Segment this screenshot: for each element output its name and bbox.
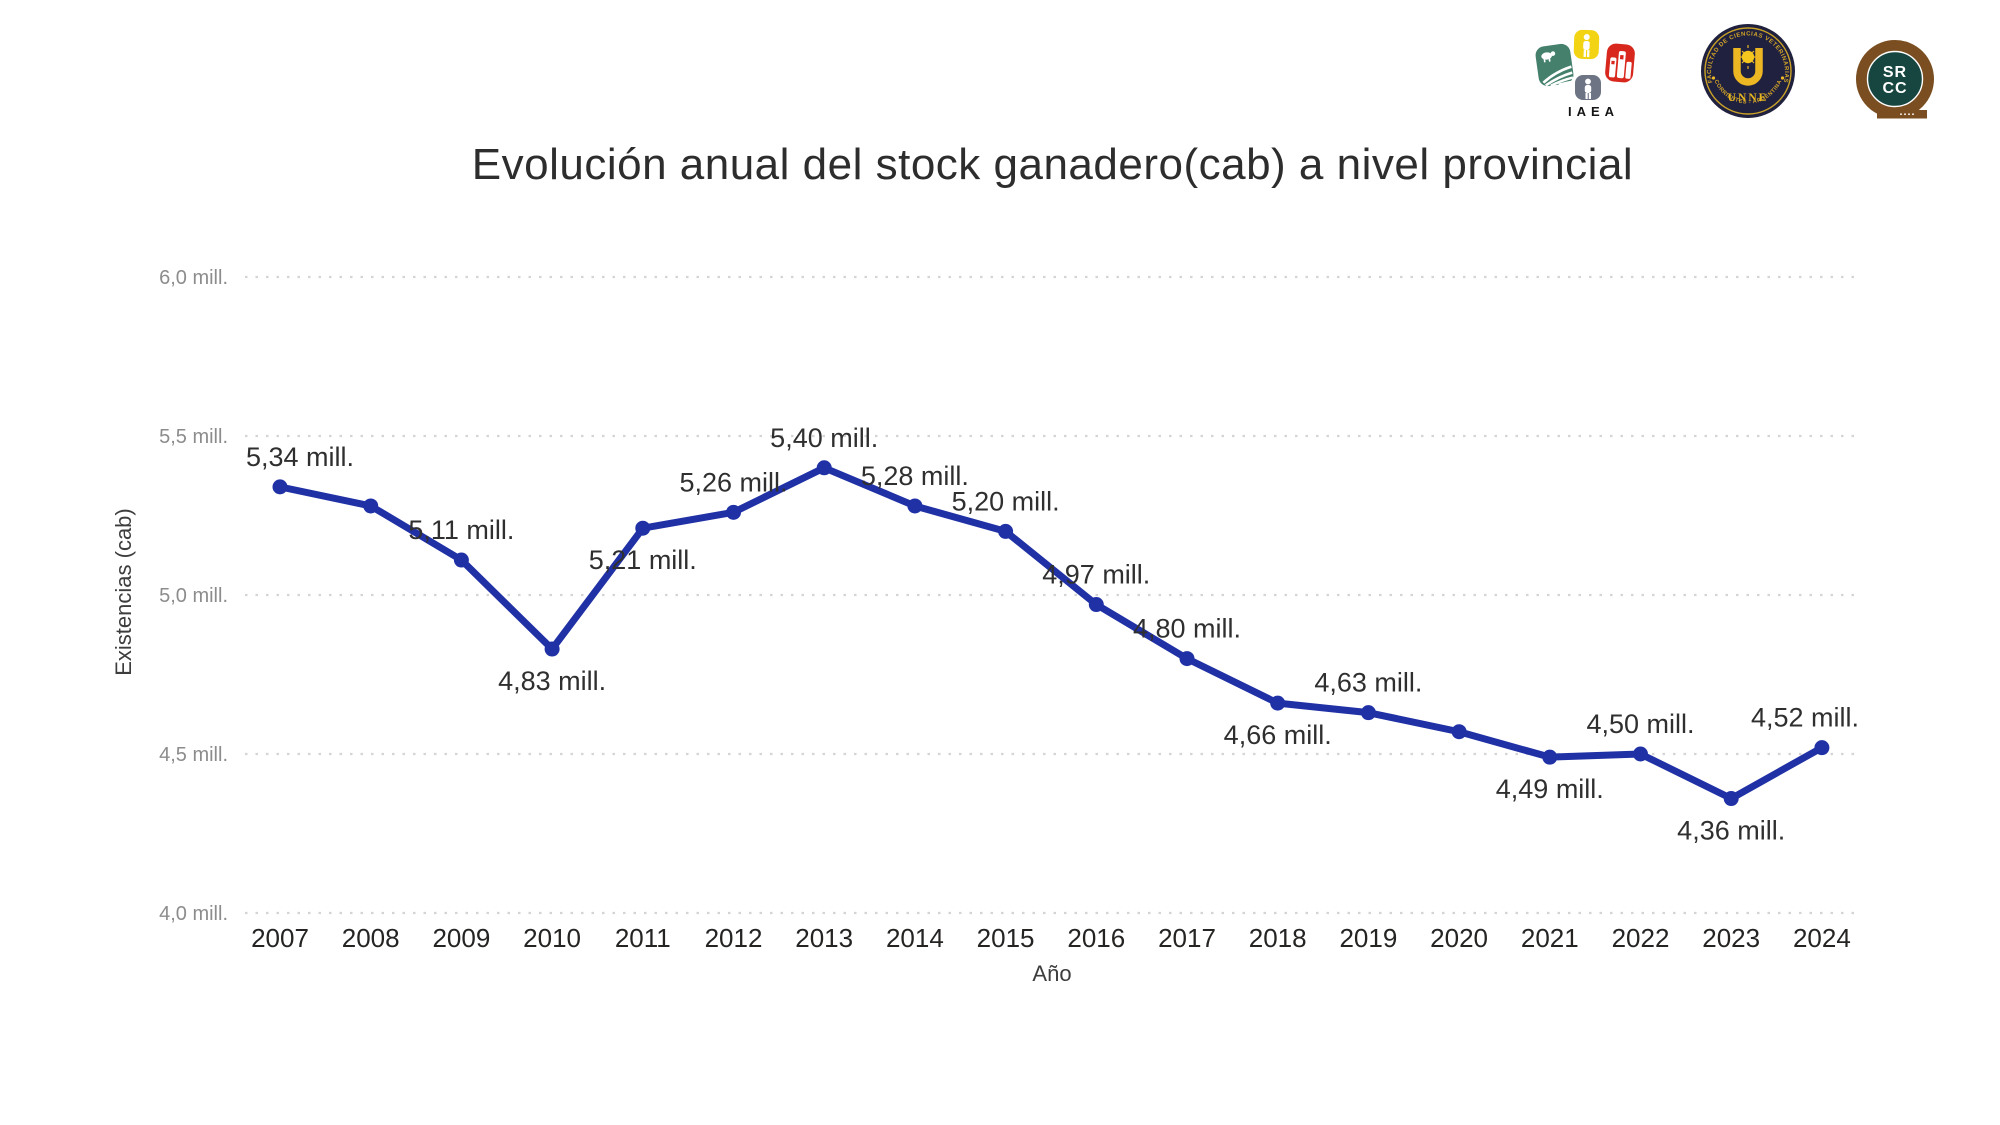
data-label: 4,63 mill.: [1314, 668, 1422, 698]
x-tick-label: 2016: [1067, 923, 1125, 953]
x-tick-label: 2023: [1702, 923, 1760, 953]
x-tick-label: 2018: [1249, 923, 1307, 953]
data-label: 4,50 mill.: [1586, 709, 1694, 739]
srcc-text-line2: CC: [1882, 80, 1907, 97]
srcc-logo: SR CC: [1856, 40, 1934, 119]
data-label: 5,21 mill.: [589, 545, 697, 575]
data-point: [1542, 749, 1558, 765]
data-point: [1360, 705, 1376, 721]
srcc-text-line1: SR: [1883, 64, 1907, 81]
x-tick-label: 2015: [977, 923, 1035, 953]
data-label: 4,80 mill.: [1133, 614, 1241, 644]
data-label: 5,26 mill.: [679, 467, 787, 497]
data-point: [1633, 746, 1648, 762]
data-point: [1088, 597, 1104, 613]
data-label: 5,28 mill.: [861, 461, 969, 491]
x-tick-label: 2022: [1612, 923, 1670, 953]
x-axis-title: Año: [1032, 961, 1071, 986]
data-label: 4,66 mill.: [1224, 720, 1332, 750]
x-tick-label: 2021: [1521, 923, 1579, 953]
y-tick-label: 4,0 mill.: [159, 903, 228, 925]
data-point: [726, 504, 741, 520]
srcc-banner-dots: [1900, 113, 1914, 116]
data-point: [1451, 724, 1467, 740]
data-label: 5,11 mill.: [408, 515, 514, 545]
unne-seal-circle: [1701, 24, 1795, 118]
unne-logo: FACULTAD DE CIENCIAS VETERINARIAS CORRIE…: [1701, 24, 1795, 118]
data-point: [453, 552, 469, 568]
iaea-green-tile: [1535, 43, 1574, 87]
data-point: [1179, 651, 1195, 667]
data-label: 4,52 mill.: [1751, 703, 1859, 733]
x-tick-label: 2017: [1158, 923, 1216, 953]
x-tick-label: 2020: [1430, 923, 1488, 953]
data-point: [1270, 695, 1286, 711]
data-label: 4,49 mill.: [1496, 774, 1604, 804]
x-tick-label: 2013: [795, 923, 853, 953]
data-point: [1723, 791, 1739, 807]
data-point: [1814, 740, 1830, 756]
iaea-caption: IAEA: [1568, 104, 1619, 119]
data-label: 5,20 mill.: [952, 486, 1060, 516]
data-point: [544, 641, 560, 657]
srcc-banner: [1877, 110, 1927, 119]
data-point: [816, 460, 832, 476]
data-point: [272, 479, 288, 495]
iaea-red-tile: [1605, 43, 1635, 83]
data-label: 4,97 mill.: [1042, 560, 1150, 590]
y-tick-label: 5,0 mill.: [159, 585, 228, 607]
y-tick-label: 6,0 mill.: [159, 267, 228, 289]
y-axis-title: Existencias (cab): [111, 508, 136, 676]
unne-sun-u-emblem: [1733, 45, 1763, 86]
x-tick-label: 2008: [342, 923, 400, 953]
x-tick-label: 2019: [1339, 923, 1397, 953]
x-tick-label: 2007: [251, 923, 309, 953]
x-tick-label: 2010: [523, 923, 581, 953]
iaea-yellow-tile: [1573, 29, 1600, 60]
x-tick-label: 2024: [1793, 923, 1851, 953]
unne-name-text: UNNE: [1728, 92, 1769, 104]
x-tick-label: 2012: [705, 923, 763, 953]
x-tick-label: 2014: [886, 923, 944, 953]
chart-title: Evolución anual del stock ganadero(cab) …: [471, 140, 1634, 189]
y-tick-label: 4,5 mill.: [159, 744, 228, 766]
data-label: 4,83 mill.: [498, 666, 606, 696]
iaea-gray-tile: [1575, 75, 1601, 100]
series-line: [276, 464, 1826, 803]
y-tick-label: 5,5 mill.: [159, 426, 228, 448]
x-tick-label: 2009: [432, 923, 490, 953]
data-label: 5,34 mill.: [246, 442, 354, 472]
data-point: [635, 520, 651, 536]
data-point: [907, 498, 923, 514]
iaea-logo: IAEA: [1535, 29, 1635, 119]
x-tick-label: 2011: [615, 923, 671, 953]
data-point: [998, 523, 1014, 539]
data-point: [363, 498, 379, 514]
data-label: 4,36 mill.: [1677, 816, 1785, 846]
data-label: 5,40 mill.: [770, 423, 878, 453]
